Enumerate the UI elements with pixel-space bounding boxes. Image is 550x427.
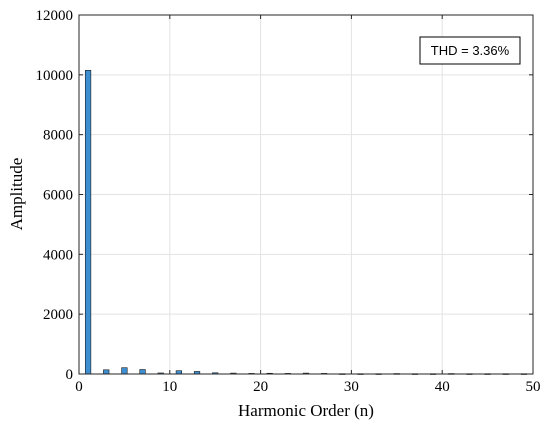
bars bbox=[84, 70, 528, 375]
thd-annotation: THD = 3.36% bbox=[419, 36, 521, 65]
x-axis-label: Harmonic Order (n) bbox=[238, 401, 374, 420]
x-tick-label: 30 bbox=[344, 379, 359, 395]
x-tick-label: 50 bbox=[526, 379, 541, 395]
x-tick-label: 10 bbox=[162, 379, 177, 395]
y-tick-label: 4000 bbox=[43, 247, 73, 263]
bar-harmonic-1 bbox=[84, 70, 92, 375]
x-tick-label: 40 bbox=[435, 379, 450, 395]
y-tick-label: 12000 bbox=[36, 8, 74, 24]
y-tick-label: 2000 bbox=[43, 307, 73, 323]
bar-harmonic-7 bbox=[139, 369, 146, 375]
tick-labels: 0 10 20 30 40 50 0 2000 4000 6000 8000 10000 12000 bbox=[36, 8, 541, 395]
x-tick-label: 20 bbox=[253, 379, 268, 395]
y-tick-label: 8000 bbox=[43, 128, 73, 144]
y-tick-label: 6000 bbox=[43, 188, 73, 204]
thd-annotation-text: THD = 3.36% bbox=[431, 43, 510, 58]
bar-harmonic-3 bbox=[103, 369, 110, 375]
y-tick-label: 10000 bbox=[36, 68, 74, 84]
x-tick-label: 0 bbox=[75, 379, 83, 395]
thd-annotation-box bbox=[419, 36, 521, 65]
grid bbox=[79, 15, 533, 374]
y-axis-label: Amplitude bbox=[7, 158, 26, 231]
ticks bbox=[78, 14, 534, 375]
y-tick-label: 0 bbox=[66, 367, 74, 383]
bar-harmonic-5 bbox=[121, 367, 128, 375]
